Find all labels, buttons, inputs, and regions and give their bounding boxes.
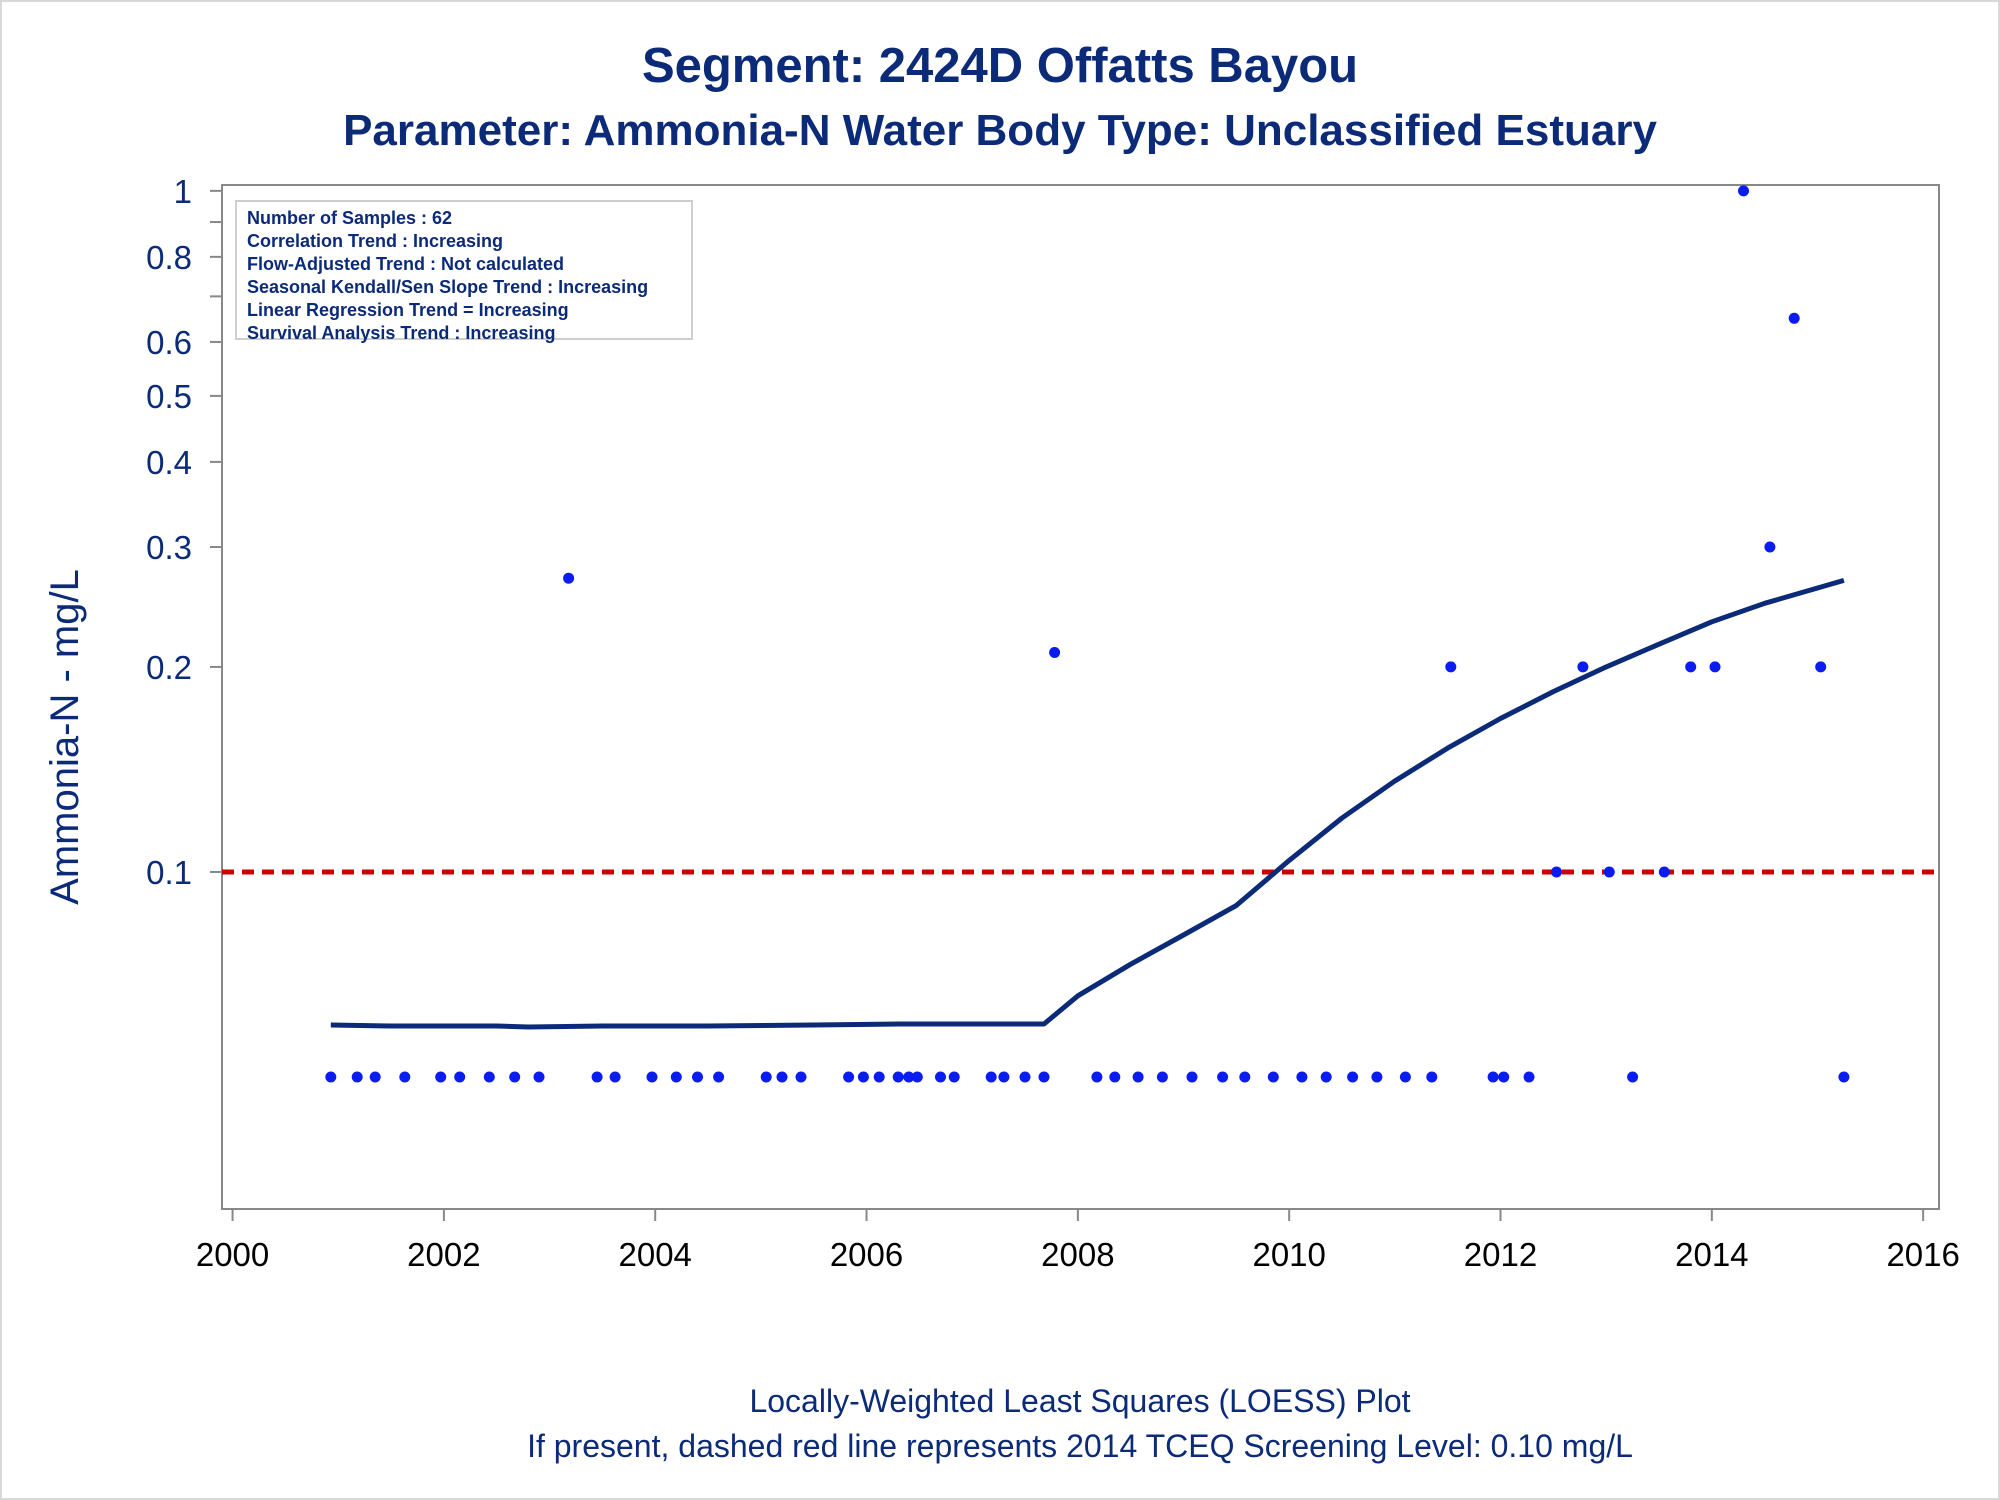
data-point bbox=[483, 1071, 495, 1083]
data-point bbox=[325, 1071, 337, 1083]
data-point bbox=[1239, 1071, 1251, 1083]
data-point bbox=[454, 1071, 466, 1083]
data-point bbox=[892, 1071, 904, 1083]
x-tick-label: 2014 bbox=[1675, 1236, 1748, 1273]
data-point bbox=[1399, 1071, 1411, 1083]
data-point bbox=[1019, 1071, 1031, 1083]
data-point bbox=[935, 1071, 946, 1083]
data-point bbox=[985, 1071, 997, 1083]
data-point bbox=[351, 1071, 363, 1083]
data-point bbox=[1603, 866, 1615, 878]
data-point bbox=[1658, 866, 1670, 878]
data-point bbox=[1445, 661, 1457, 673]
data-point bbox=[1156, 1071, 1168, 1083]
data-point bbox=[435, 1071, 447, 1083]
data-point bbox=[776, 1071, 788, 1083]
y-tick-label: 0.5 bbox=[146, 378, 192, 415]
data-point bbox=[713, 1071, 725, 1083]
stats-line: Linear Regression Trend = Increasing bbox=[247, 300, 569, 320]
data-point bbox=[1132, 1071, 1144, 1083]
data-point bbox=[843, 1071, 855, 1083]
data-point bbox=[591, 1071, 603, 1083]
data-point bbox=[948, 1071, 960, 1083]
data-point bbox=[1838, 1071, 1850, 1083]
data-point bbox=[1685, 661, 1697, 673]
data-point bbox=[1498, 1071, 1510, 1083]
data-point bbox=[903, 1071, 915, 1083]
data-point bbox=[1091, 1071, 1103, 1083]
data-point bbox=[1267, 1071, 1279, 1083]
data-point bbox=[509, 1071, 521, 1083]
y-tick-label: 0.1 bbox=[146, 854, 192, 891]
data-point bbox=[873, 1071, 885, 1083]
data-point bbox=[1038, 1071, 1050, 1083]
data-point bbox=[1371, 1071, 1383, 1083]
statistics-box: Number of Samples : 62 Correlation Trend… bbox=[235, 200, 693, 343]
plot-frame bbox=[221, 184, 1940, 1210]
data-point bbox=[998, 1071, 1010, 1083]
data-point bbox=[795, 1071, 807, 1083]
y-tick-label: 0.3 bbox=[146, 529, 192, 566]
data-point bbox=[1627, 1071, 1639, 1083]
stats-line: Survival Analysis Trend : Increasing bbox=[247, 323, 556, 343]
data-point bbox=[1347, 1071, 1359, 1083]
y-axis-title: Ammonia-N - mg/L bbox=[43, 569, 87, 905]
data-point bbox=[1551, 866, 1562, 878]
data-point bbox=[1186, 1071, 1198, 1083]
stats-line: Flow-Adjusted Trend : Not calculated bbox=[247, 254, 565, 274]
x-tick-label: 2000 bbox=[196, 1236, 269, 1273]
data-point bbox=[646, 1071, 658, 1083]
y-tick-label: 0.2 bbox=[146, 649, 192, 686]
x-tick-label: 2002 bbox=[407, 1236, 480, 1273]
loess-curve bbox=[330, 577, 1845, 1030]
x-tick-label: 2008 bbox=[1041, 1236, 1114, 1273]
stats-line: Correlation Trend : Increasing bbox=[247, 231, 504, 251]
data-point bbox=[1523, 1071, 1535, 1083]
data-point bbox=[563, 572, 575, 584]
chart-title: Segment: 2424D Offatts Bayou bbox=[641, 39, 1359, 93]
footnote-screening: If present, dashed red line represents 2… bbox=[527, 1428, 1633, 1464]
data-point bbox=[911, 1071, 923, 1083]
data-point bbox=[369, 1071, 381, 1083]
y-tick-label: 0.8 bbox=[146, 239, 192, 276]
data-point bbox=[1426, 1071, 1438, 1083]
y-tick-label: 0.4 bbox=[146, 444, 192, 481]
x-tick-label: 2012 bbox=[1464, 1236, 1537, 1273]
data-point bbox=[399, 1071, 411, 1083]
plot-area: 0.1 0.2 0.3 0.4 0.5 0.6 0.8 1 2000 2002 2004 2006 20… bbox=[43, 173, 1960, 1273]
chart-subtitle: Parameter: Ammonia-N Water Body Type: Un… bbox=[343, 106, 1657, 155]
data-point bbox=[1296, 1071, 1308, 1083]
data-point bbox=[1764, 541, 1776, 553]
x-tick-label: 2016 bbox=[1886, 1236, 1959, 1273]
data-point bbox=[692, 1071, 703, 1083]
stats-line: Number of Samples : 62 bbox=[247, 208, 453, 228]
y-tick-label: 1 bbox=[174, 173, 192, 210]
data-point bbox=[1738, 185, 1749, 197]
data-point bbox=[1217, 1071, 1229, 1083]
data-point bbox=[1109, 1071, 1121, 1083]
data-point bbox=[533, 1071, 545, 1083]
data-point bbox=[760, 1071, 772, 1083]
data-point bbox=[857, 1071, 869, 1083]
data-point bbox=[1577, 661, 1589, 673]
x-tick-label: 2006 bbox=[830, 1236, 903, 1273]
data-point bbox=[670, 1071, 682, 1083]
y-tick-label: 0.6 bbox=[146, 324, 192, 361]
footnote-loess: Locally-Weighted Least Squares (LOESS) P… bbox=[749, 1383, 1411, 1419]
data-point bbox=[1815, 661, 1827, 673]
data-point bbox=[1049, 647, 1061, 658]
x-tick-label: 2010 bbox=[1252, 1236, 1325, 1273]
stats-line: Seasonal Kendall/Sen Slope Trend : Incre… bbox=[247, 277, 649, 297]
data-point bbox=[1320, 1071, 1332, 1083]
data-point bbox=[1788, 312, 1800, 324]
data-point bbox=[1709, 661, 1721, 673]
x-tick-label: 2004 bbox=[619, 1236, 692, 1273]
data-point bbox=[609, 1071, 621, 1083]
data-point bbox=[1487, 1071, 1499, 1083]
